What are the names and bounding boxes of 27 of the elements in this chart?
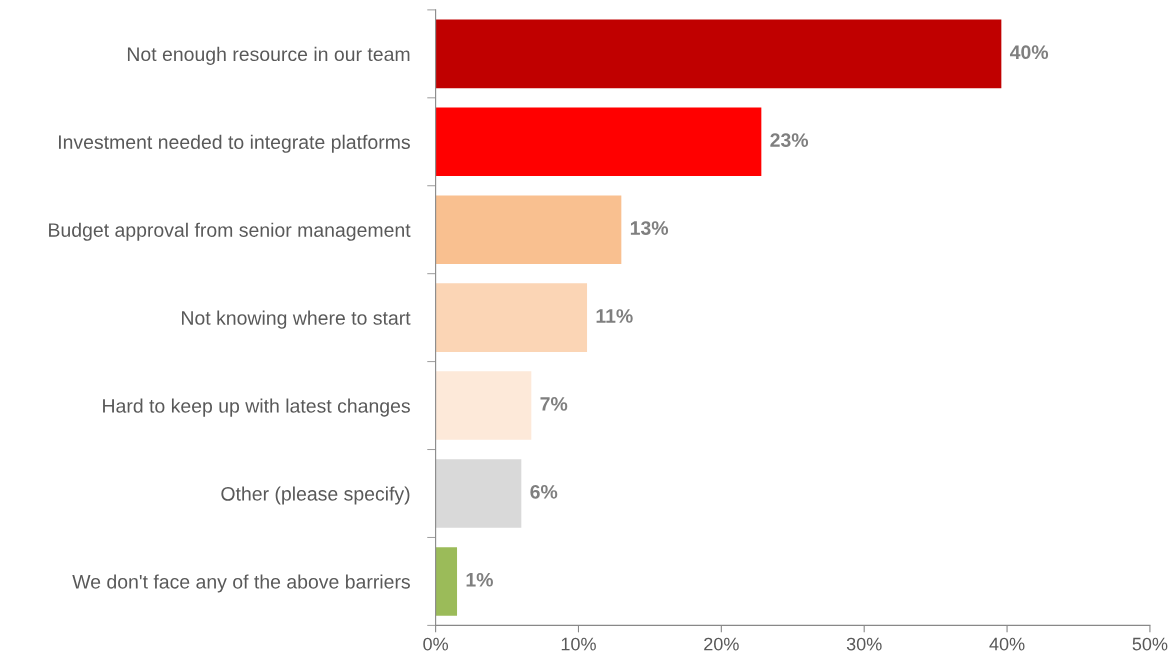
y-tick-label: Not knowing where to start [182, 310, 411, 329]
x-tick-label: 20% [704, 637, 739, 651]
bar [435, 195, 622, 264]
y-tick-label: We don't face any of the above barriers [72, 574, 410, 593]
data-label: 40% [1009, 45, 1049, 60]
x-tick-label: 50% [1132, 637, 1168, 651]
data-label: 1% [466, 572, 493, 587]
bar [435, 107, 762, 177]
bar [435, 459, 522, 528]
data-label: 11% [596, 309, 633, 323]
x-tick-label: 40% [989, 637, 1025, 651]
y-tick-label: Not enough resource in our team [127, 46, 410, 65]
bar [435, 547, 458, 616]
y-tick-label: Hard to keep up with latest changes [103, 398, 410, 417]
y-tick-label: Other (please specify) [221, 486, 410, 505]
data-label: 7% [540, 397, 568, 411]
bar [435, 371, 532, 440]
bar [435, 19, 1002, 89]
y-tick-label: Investment needed to integrate platforms [58, 134, 410, 153]
data-label: 23% [770, 133, 809, 148]
y-tick-label: Budget approval from senior management [49, 222, 411, 241]
data-label: 6% [530, 484, 558, 499]
x-tick-label: 0% [423, 637, 449, 651]
x-tick-label: 10% [561, 637, 596, 651]
data-label: 13% [630, 221, 669, 235]
x-tick-label: 30% [846, 637, 882, 651]
bar [435, 283, 588, 352]
